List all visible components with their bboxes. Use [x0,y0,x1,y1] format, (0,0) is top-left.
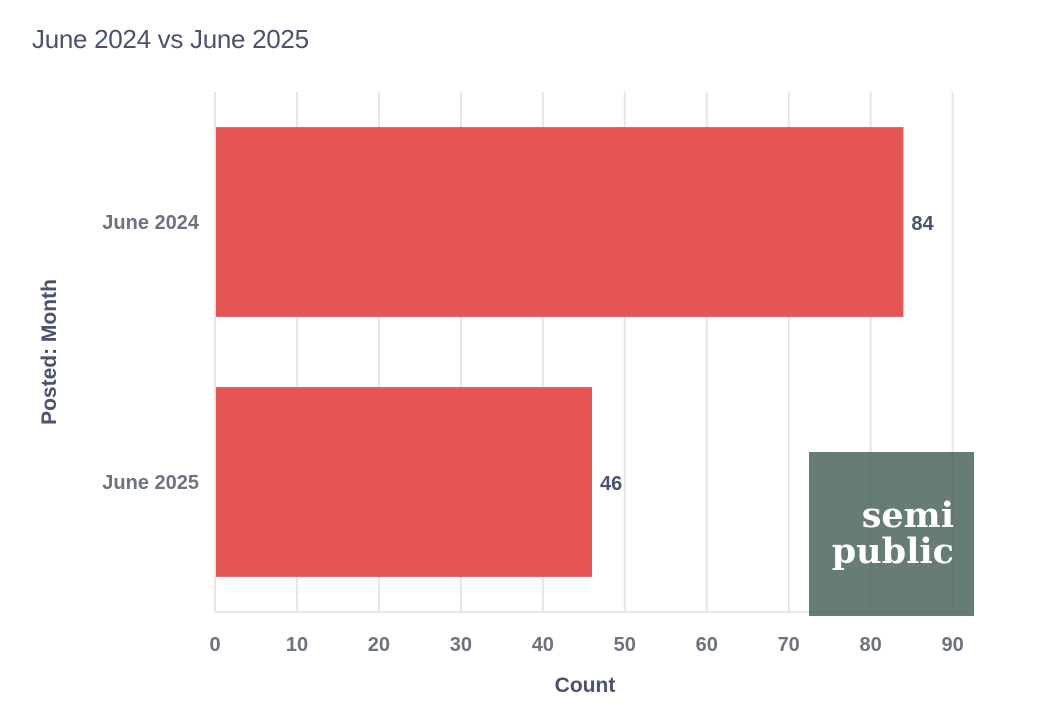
chart-title: June 2024 vs June 2025 [32,24,309,54]
x-tick-label: 20 [368,634,390,656]
x-tick-label: 10 [286,634,308,656]
semipublic-logo: semi public [809,452,974,616]
x-tick-label: 30 [450,634,472,656]
logo-line-1: semi [861,495,954,536]
x-axis-title: Count [555,674,616,697]
x-tick-label: 90 [941,634,963,656]
x-tick-label: 40 [532,634,554,656]
axes: 0 10 20 30 40 50 60 70 80 90 June 2024 84 June 2025 4… [102,212,963,656]
x-tick-label: 60 [696,634,718,656]
bar [216,127,904,317]
x-tick-label: 0 [209,634,220,656]
x-tick-label: 80 [860,634,882,656]
bar [216,387,592,577]
y-axis-title: Posted: Month [38,279,61,425]
x-tick-label: 50 [614,634,636,656]
y-tick-label: June 2024 [102,212,200,234]
logo-line-2: public [831,531,954,572]
bars [216,127,904,577]
y-tick-label: June 2025 [102,472,199,494]
data-label: 46 [600,473,622,495]
data-label: 84 [911,213,934,235]
x-tick-label: 70 [778,634,800,656]
